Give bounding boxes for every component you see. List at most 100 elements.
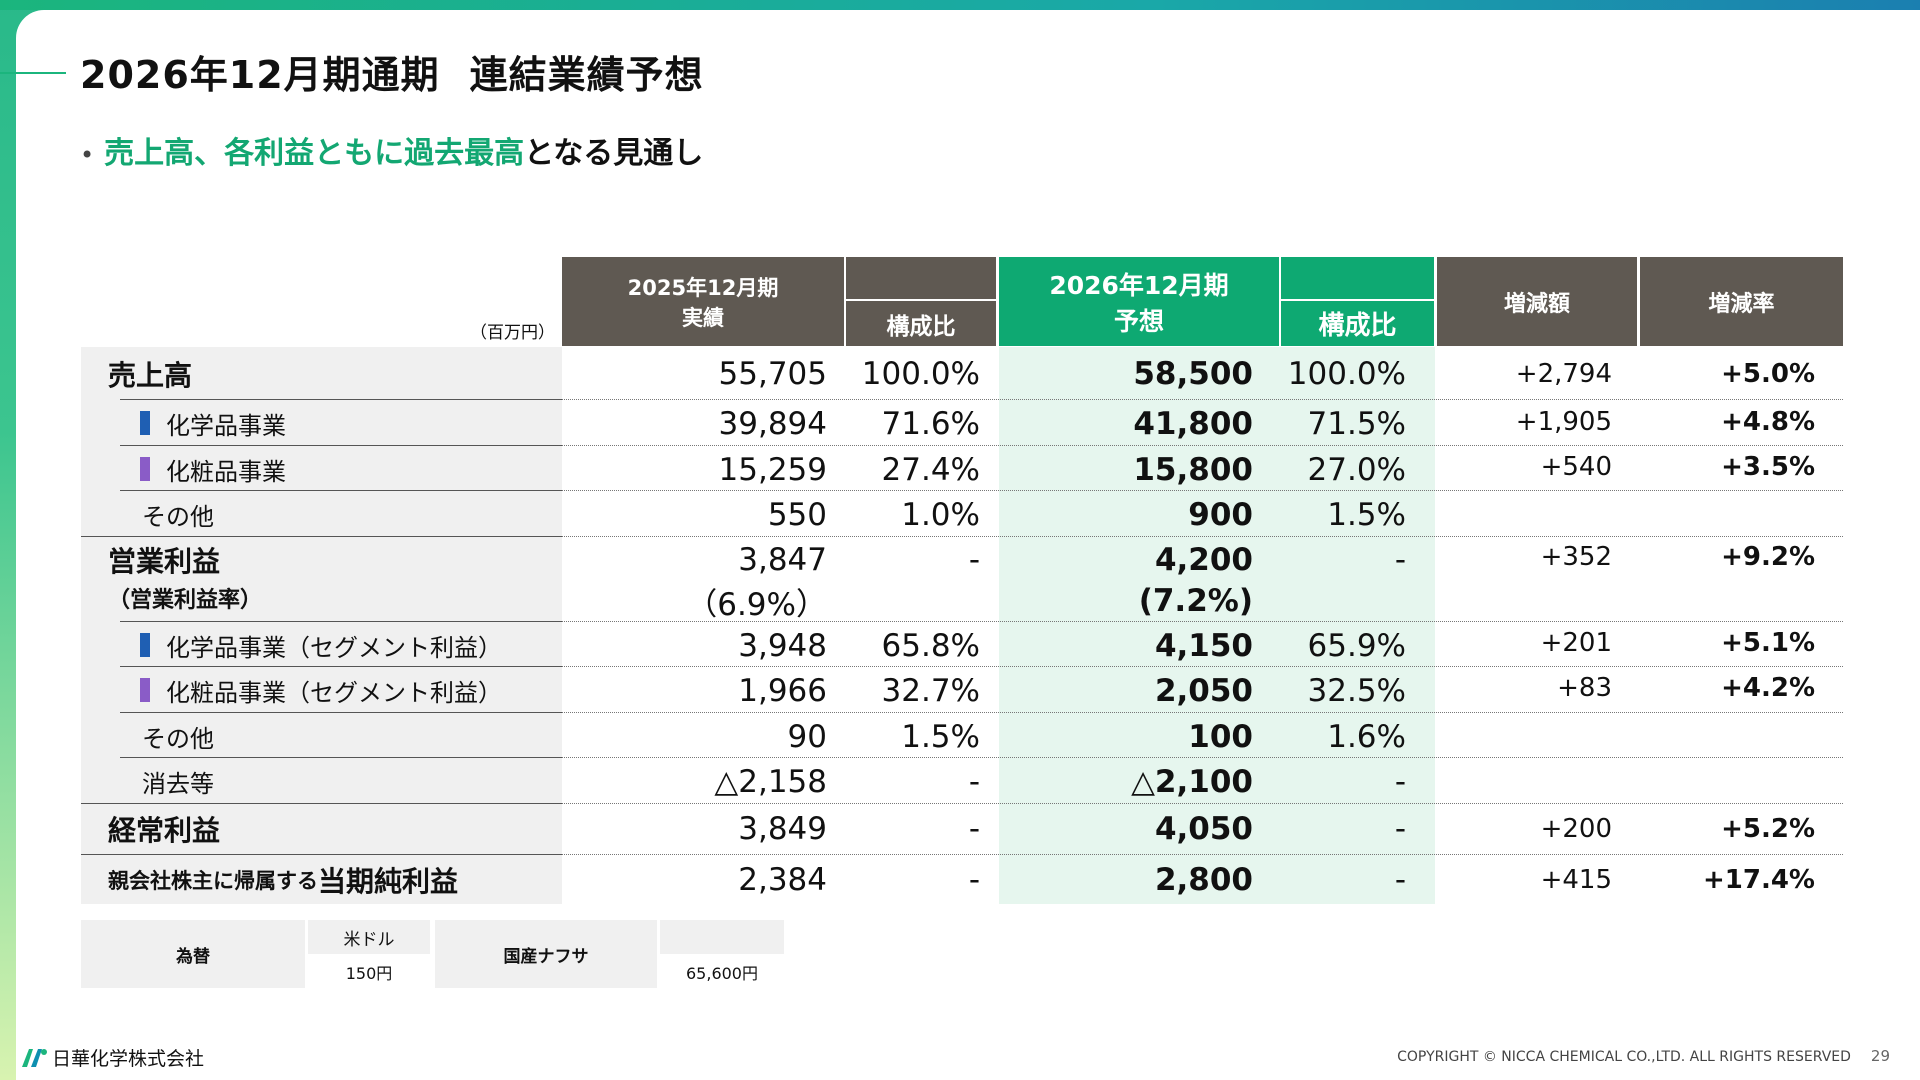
cell-next-ratio: 100.0% (1287, 356, 1406, 392)
forecast-column-bg (999, 347, 1435, 904)
fx-naphtha-value: 65,600円 (686, 963, 758, 983)
label-column-bg (81, 347, 562, 904)
row-label-cosmetic-text: 化粧品事業 (166, 457, 286, 486)
cell-rate: +9.2% (1721, 542, 1815, 572)
row-divider (562, 712, 1843, 713)
cell-rate: +5.1% (1721, 628, 1815, 658)
cell-next: 900 (1188, 497, 1253, 533)
cell-prev: △2,158 (714, 764, 827, 800)
row-label-net-income-main: 当期純利益 (318, 865, 459, 898)
cell-next: 15,800 (1133, 452, 1253, 488)
page-title: 2026年12月期通期 連結業績予想 (80, 44, 704, 99)
cell-prev-ratio: 1.0% (901, 497, 980, 533)
cell-next-ratio: 71.5% (1307, 406, 1406, 442)
title-subject: 連結業績予想 (469, 53, 704, 97)
cell-prev-ratio: 1.5% (901, 719, 980, 755)
row-label-sales: 売上高 (108, 359, 193, 392)
cell-prev-ratio: 65.8% (881, 628, 980, 664)
row-divider (120, 490, 562, 491)
headline-bullet: • 売上高、各利益ともに過去最高となる見通し (80, 128, 703, 172)
cell-prev: 15,259 (718, 452, 827, 488)
cell-diff: +1,905 (1515, 407, 1612, 437)
cell-prev: 3,847 (738, 542, 827, 578)
cell-prev-ratio: 32.7% (881, 673, 980, 709)
row-divider (81, 803, 562, 804)
cell-next: 2,050 (1154, 673, 1253, 709)
company-logo: 日華化学株式会社 (20, 1044, 204, 1071)
bullet-rest: となる見通し (524, 136, 704, 171)
row-label-other: その他 (142, 502, 214, 531)
cell-prev: 55,705 (718, 356, 827, 392)
cell-prev-ratio: - (968, 542, 980, 578)
header-next-period-sub: 予想 (1113, 306, 1164, 336)
cell-rate: +4.8% (1721, 407, 1815, 437)
cell-next: 4,200 (1154, 542, 1253, 578)
footer-copyright: COPYRIGHT © NICCA CHEMICAL CO.,LTD. ALL … (1397, 1047, 1890, 1065)
cell-diff: +200 (1540, 814, 1612, 844)
row-label-net-income: 親会社株主に帰属する 当期純利益 (108, 856, 458, 904)
cell-next: 4,150 (1154, 628, 1253, 664)
row-divider (120, 445, 562, 446)
cell-next: 41,800 (1133, 406, 1253, 442)
row-divider (120, 666, 562, 667)
row-divider (562, 666, 1843, 667)
cell-diff: +2,794 (1515, 359, 1612, 389)
row-divider (562, 490, 1843, 491)
cell-next: 100 (1188, 719, 1253, 755)
header-prev-period-label: 2025年12月期 (627, 275, 779, 300)
row-label-operating-profit: 営業利益 (108, 545, 221, 578)
fx-usd-value: 150円 (345, 963, 393, 983)
cell-prev-margin: （6.9%） (686, 586, 827, 623)
cell-prev: 2,384 (738, 862, 827, 898)
cell-diff: +83 (1557, 673, 1612, 703)
cell-prev: 3,849 (738, 811, 827, 847)
cell-prev: 39,894 (718, 406, 827, 442)
row-divider (562, 757, 1843, 758)
cell-next-ratio: 65.9% (1307, 628, 1406, 664)
cell-prev: 3,948 (738, 628, 827, 664)
header-prev-ratio: 構成比 (846, 301, 996, 346)
cell-next-ratio: 1.6% (1327, 719, 1406, 755)
cell-rate: +17.4% (1703, 865, 1815, 895)
title-accent-line (0, 72, 66, 74)
cell-prev-ratio: - (968, 862, 980, 898)
row-divider (120, 757, 562, 758)
cell-next: 2,800 (1154, 862, 1253, 898)
row-label-chemical-segment-text: 化学品事業（セグメント利益） (166, 633, 502, 662)
cell-prev-ratio: 100.0% (861, 356, 980, 392)
fx-naphtha-label: 国産ナフサ (435, 920, 657, 988)
cell-prev-ratio: 71.6% (881, 406, 980, 442)
cell-rate: +3.5% (1721, 452, 1815, 482)
row-divider (81, 854, 562, 855)
cell-diff: +415 (1540, 865, 1612, 895)
row-label-operating-margin: （営業利益率） (108, 588, 263, 613)
row-label-cosmetic-segment-text: 化粧品事業（セグメント利益） (166, 678, 502, 707)
unit-label: （百万円） (470, 323, 555, 343)
row-divider (120, 399, 562, 400)
fx-usd-label: 米ドル (308, 920, 430, 954)
page-number: 29 (1870, 1047, 1890, 1065)
row-divider (81, 536, 562, 537)
cell-next: 4,050 (1154, 811, 1253, 847)
cell-prev: 90 (787, 719, 827, 755)
chemical-segment-marker-icon (140, 633, 150, 657)
row-divider (562, 399, 1843, 400)
cosmetic-segment-marker-icon (140, 457, 150, 481)
copyright-text: COPYRIGHT © NICCA CHEMICAL CO.,LTD. ALL … (1397, 1049, 1851, 1065)
header-prev-period-sub: 実績 (682, 305, 724, 330)
header-change-amount: 増減額 (1437, 257, 1637, 346)
header-next-ratio-top (1281, 257, 1434, 299)
row-divider (562, 854, 1843, 855)
header-next-ratio: 構成比 (1281, 301, 1434, 346)
cell-rate: +4.2% (1721, 673, 1815, 703)
fx-label: 為替 (81, 920, 305, 988)
row-divider (120, 712, 562, 713)
header-change-rate: 増減率 (1640, 257, 1843, 346)
bullet-highlight: 売上高、各利益ともに過去最高 (104, 136, 525, 171)
row-divider (562, 445, 1843, 446)
row-label-eliminations: 消去等 (142, 769, 214, 798)
cell-next-ratio: - (1394, 811, 1406, 847)
cell-diff: +540 (1540, 452, 1612, 482)
row-divider (562, 803, 1843, 804)
row-label-ordinary-profit: 経常利益 (108, 814, 221, 847)
